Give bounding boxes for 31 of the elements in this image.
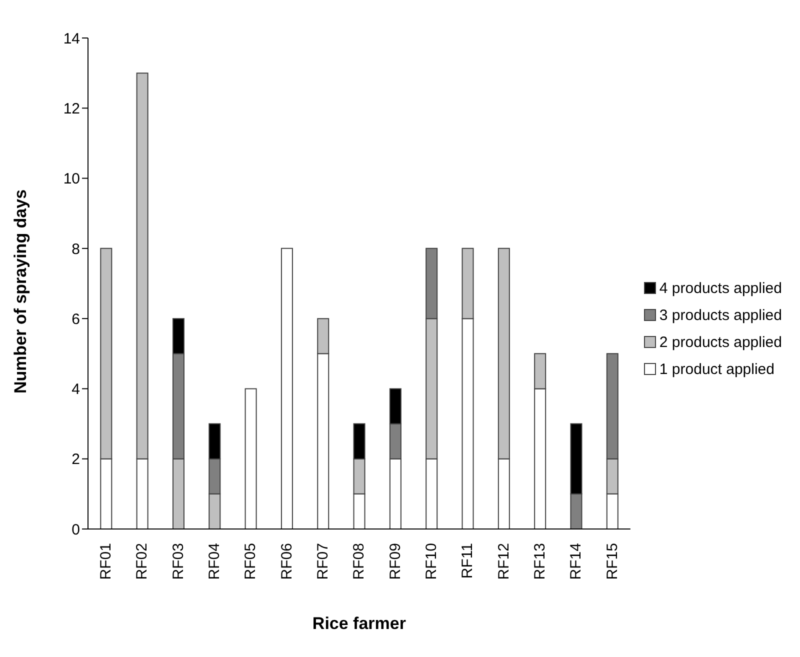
y-tick-label: 10 — [63, 170, 80, 188]
x-tick-label: RF03 — [170, 543, 187, 580]
legend-label: 1 product applied — [659, 360, 774, 378]
y-axis-title: Number of spraying days — [11, 189, 30, 394]
x-tick-label: RF13 — [532, 543, 549, 580]
x-tick-label: RF02 — [134, 543, 151, 580]
legend-label: 3 products applied — [659, 306, 782, 324]
x-tick-label: RF09 — [386, 543, 404, 580]
bar — [280, 248, 293, 529]
bar — [244, 388, 257, 529]
x-tick-label: RF15 — [604, 543, 621, 580]
x-tick-label: RF04 — [206, 543, 224, 580]
x-tick-label: RF11 — [459, 543, 476, 579]
x-tick-label: RF14 — [568, 543, 585, 580]
x-tick-label: RF10 — [423, 543, 440, 580]
y-tick-label: 6 — [72, 310, 80, 328]
y-tick-label: 12 — [63, 100, 80, 118]
y-tick-label: 4 — [72, 381, 80, 398]
y-tick-label: 2 — [72, 451, 80, 468]
x-tick-label: RF12 — [495, 543, 512, 580]
x-tick-label: RF06 — [278, 543, 296, 580]
x-tick-label: RF01 — [98, 543, 115, 580]
x-tick-label: RF05 — [242, 543, 260, 580]
y-tick-label: 0 — [72, 521, 80, 538]
legend-label: 2 products applied — [659, 334, 782, 350]
legend-label: 4 products applied — [659, 280, 782, 296]
x-tick-label: RF08 — [350, 543, 368, 580]
x-axis-title: Rice farmer — [312, 614, 406, 633]
y-tick-label: 8 — [72, 240, 80, 258]
x-tick-label: RF07 — [314, 543, 332, 580]
y-tick-label: 14 — [63, 30, 80, 48]
